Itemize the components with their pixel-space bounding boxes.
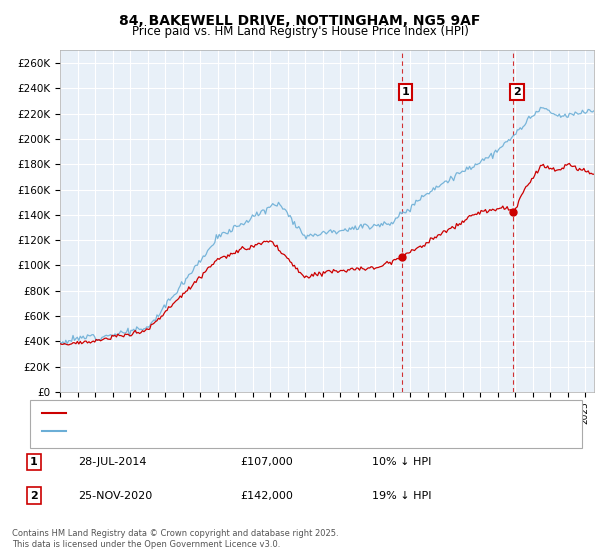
Text: £107,000: £107,000	[240, 457, 293, 467]
Text: 84, BAKEWELL DRIVE, NOTTINGHAM, NG5 9AF (semi-detached house): 84, BAKEWELL DRIVE, NOTTINGHAM, NG5 9AF …	[72, 408, 415, 418]
Text: £142,000: £142,000	[240, 491, 293, 501]
Text: 84, BAKEWELL DRIVE, NOTTINGHAM, NG5 9AF: 84, BAKEWELL DRIVE, NOTTINGHAM, NG5 9AF	[119, 14, 481, 28]
Text: Price paid vs. HM Land Registry's House Price Index (HPI): Price paid vs. HM Land Registry's House …	[131, 25, 469, 38]
Text: HPI: Average price, semi-detached house, City of Nottingham: HPI: Average price, semi-detached house,…	[72, 426, 372, 436]
Text: 2: 2	[30, 491, 38, 501]
Text: Contains HM Land Registry data © Crown copyright and database right 2025.
This d: Contains HM Land Registry data © Crown c…	[12, 529, 338, 549]
Text: 10% ↓ HPI: 10% ↓ HPI	[372, 457, 431, 467]
Text: 1: 1	[402, 87, 410, 97]
Text: 25-NOV-2020: 25-NOV-2020	[78, 491, 152, 501]
Text: 2: 2	[513, 87, 521, 97]
Text: 19% ↓ HPI: 19% ↓ HPI	[372, 491, 431, 501]
Text: 28-JUL-2014: 28-JUL-2014	[78, 457, 146, 467]
Text: 1: 1	[30, 457, 38, 467]
